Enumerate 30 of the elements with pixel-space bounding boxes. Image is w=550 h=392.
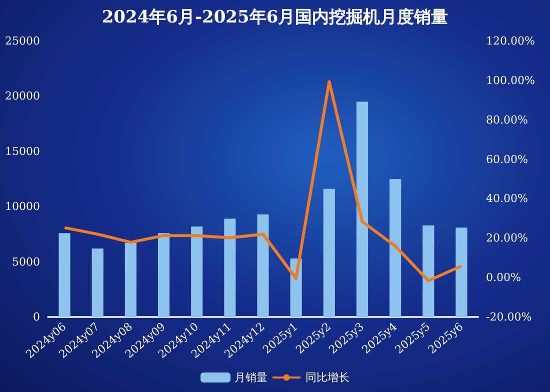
y2-tick-label: 0.00%	[486, 271, 521, 284]
y2-tick-label: 60.00%	[486, 152, 528, 166]
legend-label: 月销量	[234, 371, 268, 384]
y-tick-label: 5000	[12, 255, 40, 268]
y-tick-label: 25000	[5, 34, 40, 48]
y-tick-label: 0	[33, 310, 40, 324]
y-tick-label: 10000	[5, 200, 40, 214]
y2-tick-label: 40.00%	[486, 192, 528, 206]
legend-label: 同比增长	[306, 371, 350, 384]
bar	[58, 233, 70, 317]
y2-tick-label: 20.00%	[486, 232, 528, 245]
bar	[390, 179, 402, 317]
y2-tick-label: 120.00%	[486, 34, 535, 48]
bar	[124, 243, 136, 317]
y2-tick-label: 80.00%	[486, 113, 528, 126]
bar	[323, 188, 335, 317]
bar	[158, 233, 170, 317]
bar	[456, 228, 468, 317]
y-tick-label: 15000	[5, 144, 40, 158]
y2-tick-label: -20.00%	[486, 310, 532, 324]
bar	[92, 248, 104, 317]
y-tick-label: 20000	[5, 90, 40, 103]
y2-tick-label: 100.00%	[486, 74, 535, 87]
bar	[191, 226, 203, 317]
line-series	[63, 80, 463, 282]
bar	[224, 218, 236, 317]
bar	[257, 214, 269, 317]
bar	[356, 102, 368, 317]
chart-title: 2024年6月-2025年6月国内挖掘机月度销量	[102, 8, 448, 28]
bar	[422, 225, 434, 317]
